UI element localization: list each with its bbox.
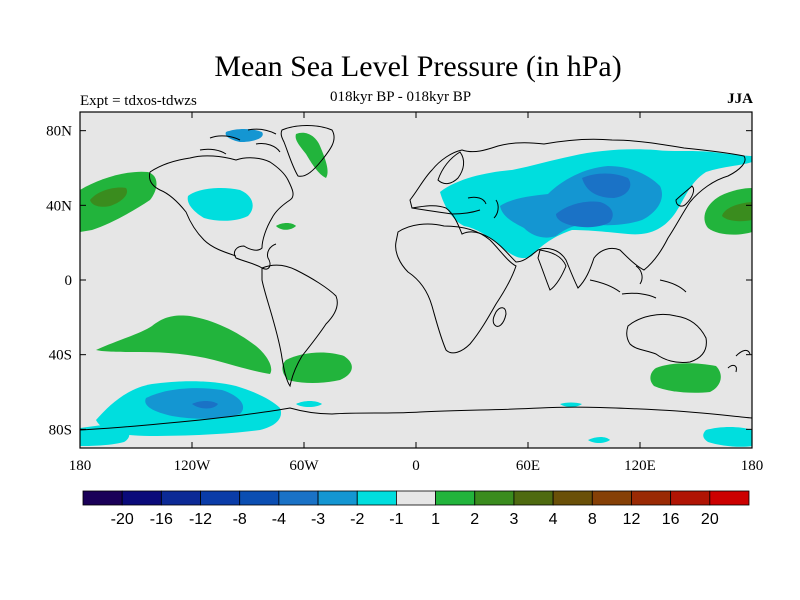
y-axis: 80N 40N 0 40S 80S: [46, 124, 752, 438]
anomaly-negative-eurasia-deep-2: [582, 173, 631, 198]
colorbar-swatch: [160, 490, 201, 506]
colorbar-swatch: [356, 490, 397, 506]
anomaly-negative-southern-ocean-deep: [192, 401, 218, 409]
colorbar-swatch: [670, 490, 711, 506]
colorbar-label: -2: [350, 511, 364, 528]
coastline-eurasia: [409, 138, 746, 289]
colorbar-label: 3: [509, 511, 518, 528]
coastline-antarctica: [80, 406, 752, 431]
coastline-mediterranean: [411, 196, 499, 219]
coastline-japan: [675, 185, 695, 207]
pressure-anomaly-field: [80, 129, 752, 447]
anomaly-negative-antarctic-small-2: [560, 402, 582, 407]
colorbar-swatch: [552, 490, 593, 506]
anomaly-positive-north-pacific-west-core: [90, 187, 128, 207]
anomaly-positive-atlantic-small: [276, 223, 296, 230]
coastline-south-america: [261, 264, 338, 388]
map-title: Mean Sea Level Pressure (in hPa): [214, 50, 622, 83]
experiment-label: Expt = tdxos-tdwzs: [80, 93, 197, 109]
colorbar-swatch: [474, 490, 515, 506]
colorbar-label: 2: [470, 511, 479, 528]
colorbar-label: -3: [311, 511, 325, 528]
coastline-scandinavia: [437, 151, 465, 185]
colorbar-label: 8: [588, 511, 597, 528]
y-tick-label: 0: [65, 273, 73, 289]
colorbar-swatch: [435, 490, 476, 506]
colorbar-swatch: [631, 490, 672, 506]
colorbar-swatch: [513, 490, 554, 506]
coastline-arctic-islands: [199, 128, 281, 155]
anomaly-positive-tasman: [650, 363, 721, 393]
period-label: 018kyr BP - 018kyr BP: [330, 89, 472, 105]
colorbar-swatch: [239, 490, 280, 506]
x-tick-label: 180: [69, 458, 92, 474]
colorbar-swatch: [278, 490, 319, 506]
anomaly-positive-north-pacific-east-core: [722, 202, 752, 222]
anomaly-positive-south-pacific: [96, 315, 272, 374]
anomaly-negative-antarctic-edge-east: [703, 427, 752, 447]
anomaly-positive-greenland: [295, 132, 328, 178]
colorbar-label: -8: [233, 511, 247, 528]
coastline-indonesia: [589, 265, 687, 299]
coastline-greenland: [280, 125, 335, 177]
coastline-madagascar: [492, 307, 507, 327]
colorbar-label: 12: [623, 511, 641, 528]
colorbar-label: 4: [549, 511, 558, 528]
anomaly-negative-antarctic-small-3: [296, 401, 322, 407]
coastline-india: [537, 249, 567, 291]
colorbar-label: 1: [431, 511, 440, 528]
coastline-africa: [395, 223, 517, 354]
season-label: JJA: [727, 91, 753, 107]
colorbar-label: 20: [701, 511, 719, 528]
x-tick-label: 120W: [174, 458, 212, 474]
y-tick-label: 40S: [49, 348, 72, 364]
y-tick-label: 40N: [46, 198, 72, 214]
colorbar-swatch: [121, 490, 162, 506]
x-tick-label: 120E: [624, 458, 656, 474]
colorbar-label: 16: [662, 511, 680, 528]
colorbar-swatch: [200, 490, 241, 506]
y-tick-label: 80N: [46, 124, 72, 140]
anomaly-negative-arctic-canada: [225, 129, 263, 142]
anomaly-negative-north-america: [187, 188, 253, 221]
colorbar-label: -4: [272, 511, 286, 528]
x-axis: 180 120W 60W 0 60E 120E 180: [69, 112, 764, 474]
colorbar-label: -1: [389, 511, 403, 528]
colorbar-label: -20: [111, 511, 134, 528]
colorbar-swatch: [396, 490, 436, 506]
colorbar-swatch: [709, 490, 750, 506]
colorbar-label: -12: [189, 511, 212, 528]
y-tick-label: 80S: [49, 422, 72, 438]
x-tick-label: 60W: [289, 458, 319, 474]
colorbar-swatch: [82, 490, 123, 506]
colorbar-swatch: [317, 490, 358, 506]
coastlines: [80, 125, 752, 431]
x-tick-label: 0: [412, 458, 420, 474]
colorbar-swatch: [591, 490, 632, 506]
colorbar-label: -16: [150, 511, 173, 528]
anomaly-negative-antarctic-small-1: [588, 437, 610, 443]
x-tick-label: 60E: [516, 458, 540, 474]
colorbar: -20 -16 -12 -8 -4 -3 -2 -1 1 2 3 4 8 12 16 20: [82, 490, 750, 528]
coastline-australia: [626, 313, 707, 363]
coastline-new-zealand: [727, 349, 751, 373]
x-tick-label: 180: [741, 458, 764, 474]
anomaly-negative-eurasia-deep: [556, 201, 613, 228]
